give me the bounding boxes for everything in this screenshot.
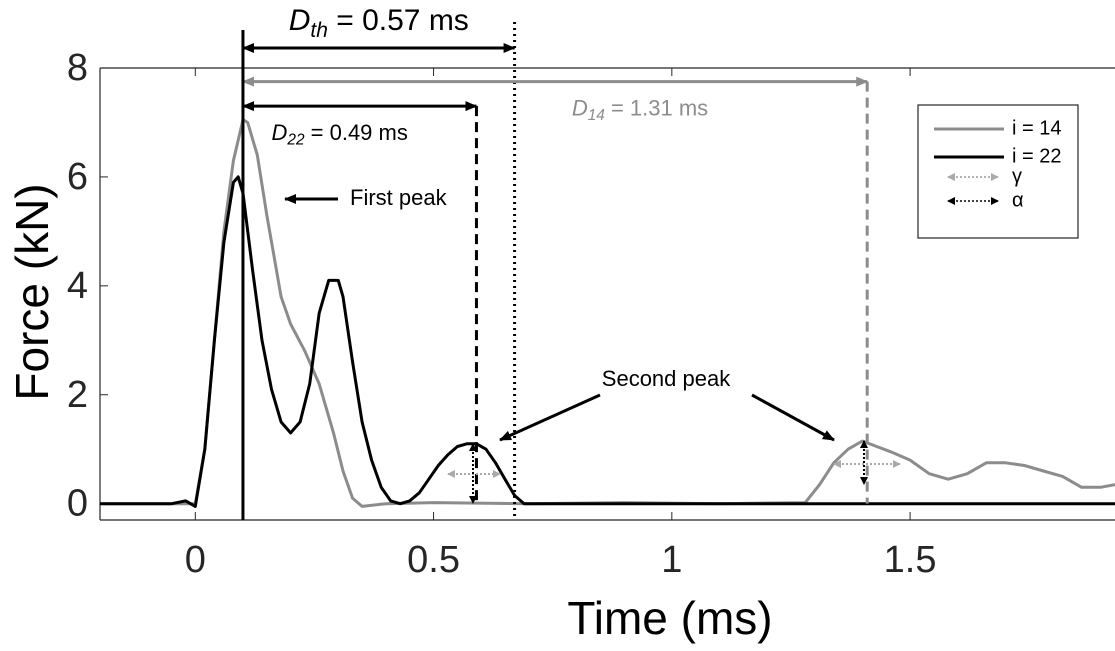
y-tick-label: 2 [67, 374, 88, 416]
x-tick-label: 0 [185, 539, 206, 581]
y-tick-label: 0 [67, 483, 88, 525]
measurement-symbol: D [272, 120, 288, 145]
measurement-label: Dth = 0.57 ms [289, 4, 469, 42]
measurement-subscript: 14 [588, 107, 605, 124]
legend-box [917, 104, 1079, 239]
x-tick-label: 0.5 [407, 539, 460, 581]
legend-label: γ [1012, 165, 1022, 187]
x-axis-label: Time (ms) [567, 592, 772, 644]
y-tick-label: 6 [67, 156, 88, 198]
y-axis-label: Force (kN) [6, 183, 58, 400]
annotation: First peak [350, 185, 448, 210]
measurement-label: D22 = 0.49 ms [272, 120, 408, 149]
measurement-text: = 0.49 ms [305, 120, 408, 145]
measurement-text: = 0.57 ms [328, 4, 469, 37]
measurement-subscript: 22 [286, 132, 305, 149]
x-tick-label: 1 [661, 539, 682, 581]
measurement-symbol: D [289, 4, 311, 37]
annotation-arrow [751, 393, 835, 442]
x-tick-label: 1.5 [884, 539, 937, 581]
measurement-label: D14 = 1.31 ms [572, 95, 708, 124]
series-line [100, 175, 1115, 508]
measurement-text: = 1.31 ms [605, 95, 708, 120]
legend-label: i = 22 [1012, 145, 1061, 167]
y-tick-label: 8 [67, 47, 88, 89]
measurement-subscript: th [310, 19, 328, 42]
y-tick-label: 4 [67, 265, 88, 307]
annotation-arrow [499, 393, 601, 442]
legend-label: α [1012, 189, 1024, 211]
annotation: Second peak [602, 366, 731, 391]
legend-label: i = 14 [1012, 117, 1061, 139]
measurement-symbol: D [572, 95, 588, 120]
